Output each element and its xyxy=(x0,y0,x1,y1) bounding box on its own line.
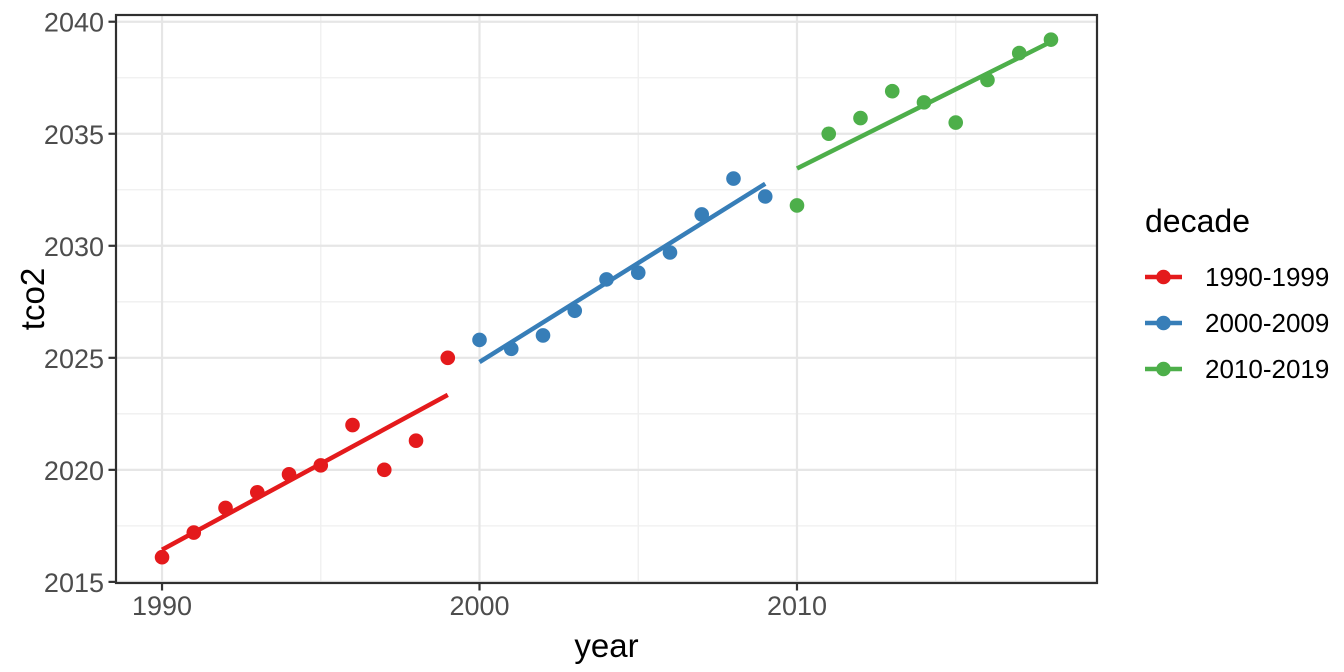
data-point-2000-2009 xyxy=(757,189,773,204)
trend-line-2000-2009 xyxy=(478,181,767,364)
legend: decade 1990-1999 2000-2009 2010-2019 xyxy=(1145,205,1329,392)
data-point-2000-2009 xyxy=(472,332,487,348)
data-point-1990-1999 xyxy=(440,350,456,366)
data-point-2010-2019 xyxy=(948,115,964,130)
plot-panel xyxy=(116,15,1097,583)
legend-item-1990-1999: 1990-1999 xyxy=(1145,254,1329,300)
data-point-2010-2019 xyxy=(853,110,868,126)
y-axis-tick-label: 2035 xyxy=(44,120,104,150)
y-axis-tick-label: 2040 xyxy=(44,8,104,38)
y-axis-tick-label: 2020 xyxy=(44,456,104,486)
data-point-2000-2009 xyxy=(662,245,678,260)
legend-key-icon xyxy=(1145,361,1182,377)
data-point-2010-2019 xyxy=(884,83,900,99)
data-point-2000-2009 xyxy=(535,328,551,343)
trend-line-2010-2019 xyxy=(795,39,1052,171)
x-axis-tick-label: 2000 xyxy=(449,591,509,621)
trend-line-1990-1999 xyxy=(160,392,449,552)
y-axis-tick-label: 2030 xyxy=(44,232,104,262)
x-axis-tick-label: 2010 xyxy=(767,591,827,621)
legend-item-label: 2010-2019 xyxy=(1205,353,1330,384)
legend-items: 1990-1999 2000-2009 2010-2019 xyxy=(1145,254,1329,392)
legend-item-2000-2009: 2000-2009 xyxy=(1145,300,1329,346)
panel-border xyxy=(114,13,1099,585)
legend-item-label: 2000-2009 xyxy=(1205,307,1330,338)
y-axis-tick-label: 2025 xyxy=(44,344,104,374)
legend-key-dot xyxy=(1156,315,1171,331)
y-axis-title: tco2 xyxy=(14,267,51,331)
x-axis-tick-label: 1990 xyxy=(132,591,192,621)
legend-item-2010-2019: 2010-2019 xyxy=(1145,346,1329,392)
legend-title: decade xyxy=(1145,203,1250,239)
legend-key-dot xyxy=(1156,269,1171,285)
legend-key-icon xyxy=(1145,315,1182,331)
x-axis-title: year xyxy=(574,627,639,664)
data-point-2010-2019 xyxy=(821,126,837,142)
data-point-1990-1999 xyxy=(376,462,392,478)
data-point-1990-1999 xyxy=(154,549,170,565)
data-point-2000-2009 xyxy=(694,207,710,222)
legend-key-dot xyxy=(1156,361,1171,377)
data-point-1990-1999 xyxy=(345,417,360,433)
data-point-1990-1999 xyxy=(408,433,424,449)
legend-key-icon xyxy=(1145,269,1182,285)
data-point-2000-2009 xyxy=(630,265,646,280)
y-axis-tick-label: 2015 xyxy=(44,568,104,598)
data-point-2010-2019 xyxy=(789,198,805,213)
legend-item-label: 1990-1999 xyxy=(1205,261,1330,292)
data-point-2000-2009 xyxy=(726,171,741,186)
